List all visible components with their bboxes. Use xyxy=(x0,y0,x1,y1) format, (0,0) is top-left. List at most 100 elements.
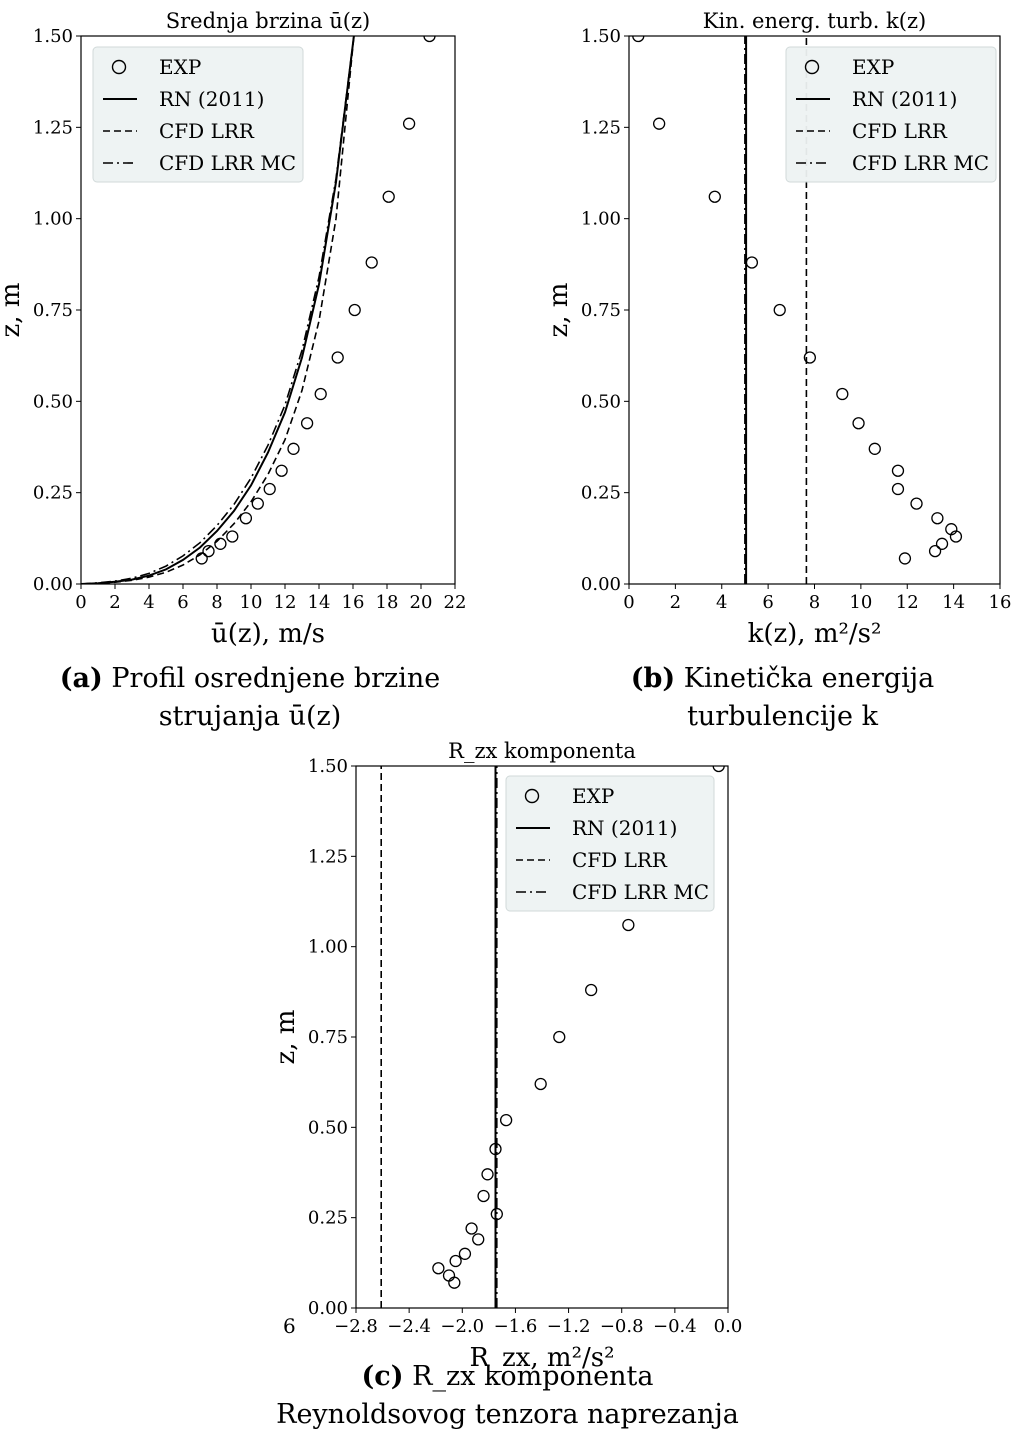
x-tick-label: 14 xyxy=(308,592,331,613)
data-point xyxy=(287,442,300,455)
legend-marker xyxy=(804,59,820,75)
legend-label: EXP xyxy=(852,55,894,79)
x-tick-label: −0.4 xyxy=(653,1316,697,1337)
data-point xyxy=(442,1269,456,1282)
legend-label: EXP xyxy=(572,784,614,808)
caption-b: (b) Kinetička energija turbulencije k xyxy=(555,660,1010,736)
chart-title: Kin. energ. turb. k(z) xyxy=(703,9,926,33)
data-point xyxy=(745,256,759,269)
y-tick-label: 0.25 xyxy=(581,483,621,504)
chart-panel-c: −2.8 −2.4 −2.0 −1.6 −1.2 −0.8 −0.4 0.0 0.00 0.25 0… xyxy=(271,739,742,1373)
caption-c: (c) R_zx komponenta Reynoldsovog tenzora… xyxy=(270,1358,745,1434)
x-tick-label: 0.0 xyxy=(714,1316,743,1337)
chart-title: R_zx komponenta xyxy=(448,739,636,763)
y-tick-label: 1.50 xyxy=(33,26,73,47)
data-point xyxy=(331,351,344,364)
x-tick-label: 4 xyxy=(143,592,154,613)
data-point xyxy=(910,497,923,510)
x-tick-label: 4 xyxy=(716,592,727,613)
data-point xyxy=(945,523,958,536)
data-point xyxy=(891,464,905,477)
data-point xyxy=(708,190,721,203)
x-axis-label: k(z), m²/s² xyxy=(748,619,882,649)
data-point xyxy=(490,1207,503,1221)
legend-label: RN (2011) xyxy=(852,87,957,111)
data-point xyxy=(652,117,666,130)
data-point xyxy=(477,1189,490,1203)
data-point xyxy=(263,482,276,496)
y-tick-label: 1.00 xyxy=(581,209,621,230)
legend-label: CFD LRR xyxy=(852,119,948,143)
y-tick-label: 0.00 xyxy=(33,574,73,595)
data-point xyxy=(928,544,942,558)
data-point xyxy=(465,1222,478,1235)
legend-label: CFD LRR MC xyxy=(572,880,709,904)
y-tick-label: 0.50 xyxy=(308,1117,348,1138)
legend-label: CFD LRR MC xyxy=(852,151,989,175)
x-tick-label: 12 xyxy=(274,592,297,613)
x-tick-label: 18 xyxy=(376,592,399,613)
y-tick-label: 1.50 xyxy=(308,756,348,777)
data-point xyxy=(534,1077,547,1091)
data-point xyxy=(622,918,635,932)
data-point xyxy=(632,36,645,43)
x-tick-label: 16 xyxy=(342,592,365,613)
y-axis-label: z, m xyxy=(0,283,26,338)
legend-label: RN (2011) xyxy=(572,816,677,840)
y-tick-label: 0.75 xyxy=(308,1027,348,1048)
caption-b-text: Kinetička energija turbulencije k xyxy=(683,663,935,732)
data-point xyxy=(365,256,378,269)
x-tick-label: 10 xyxy=(849,592,872,613)
y-tick-label: 1.00 xyxy=(33,209,73,230)
x-tick-label: 16 xyxy=(989,592,1012,613)
x-tick-label: 8 xyxy=(211,592,222,613)
data-point xyxy=(553,1030,566,1044)
data-point xyxy=(458,1247,472,1260)
data-point xyxy=(836,387,849,401)
chart-title: Srednja brzina ū(z) xyxy=(166,9,370,33)
x-axis-label: R_zx, m²/s² xyxy=(469,1343,614,1373)
data-point xyxy=(214,537,227,550)
legend-box xyxy=(92,46,304,183)
x-tick-label: −2.0 xyxy=(440,1316,484,1337)
legend: EXP RN (2011) CFD LRR CFD LRR MC xyxy=(785,46,997,183)
series-line xyxy=(81,36,355,584)
y-tick-label: 0.50 xyxy=(33,391,73,412)
x-tick-label: 10 xyxy=(240,592,263,613)
data-point xyxy=(251,497,264,510)
data-point xyxy=(898,552,912,565)
data-point xyxy=(314,387,327,401)
y-tick-label: 0.50 xyxy=(581,391,621,412)
data-point xyxy=(300,417,314,430)
data-point xyxy=(348,303,361,317)
y-tick-label: 0.25 xyxy=(308,1208,348,1229)
legend-marker xyxy=(111,59,127,75)
data-point xyxy=(202,544,215,558)
x-tick-label: −2.8 xyxy=(334,1316,378,1337)
legend-label: CFD LRR MC xyxy=(159,151,296,175)
data-point xyxy=(423,36,436,43)
stray-label: 6 xyxy=(283,1314,296,1338)
data-point xyxy=(931,512,944,525)
x-tick-label: 6 xyxy=(177,592,188,613)
y-tick-label: 1.25 xyxy=(581,117,621,138)
legend-label: CFD LRR xyxy=(572,848,668,872)
data-point xyxy=(195,552,208,565)
y-tick-label: 1.25 xyxy=(308,846,348,867)
data-point xyxy=(481,1168,494,1181)
series-line xyxy=(81,36,355,584)
caption-a-text: Profil osrednjene brzine strujanja ū(z) xyxy=(111,663,441,732)
y-tick-label: 1.50 xyxy=(581,26,621,47)
x-tick-label: 14 xyxy=(942,592,965,613)
caption-a: (a) Profil osrednjene brzine strujanja ū… xyxy=(30,660,470,736)
x-tick-label: 6 xyxy=(762,592,773,613)
data-point xyxy=(499,1113,513,1127)
x-tick-label: 22 xyxy=(444,592,467,613)
y-tick-label: 1.00 xyxy=(308,937,348,958)
x-tick-label: 8 xyxy=(809,592,820,613)
chart-panel-a: 0 2 4 6 8 10 12 14 16 18 20 22 0.00 0.25 0.50 0.75 1.00 1… xyxy=(0,9,466,649)
legend-label: CFD LRR xyxy=(159,119,255,143)
y-tick-label: 0.75 xyxy=(33,300,73,321)
data-point xyxy=(472,1233,485,1246)
